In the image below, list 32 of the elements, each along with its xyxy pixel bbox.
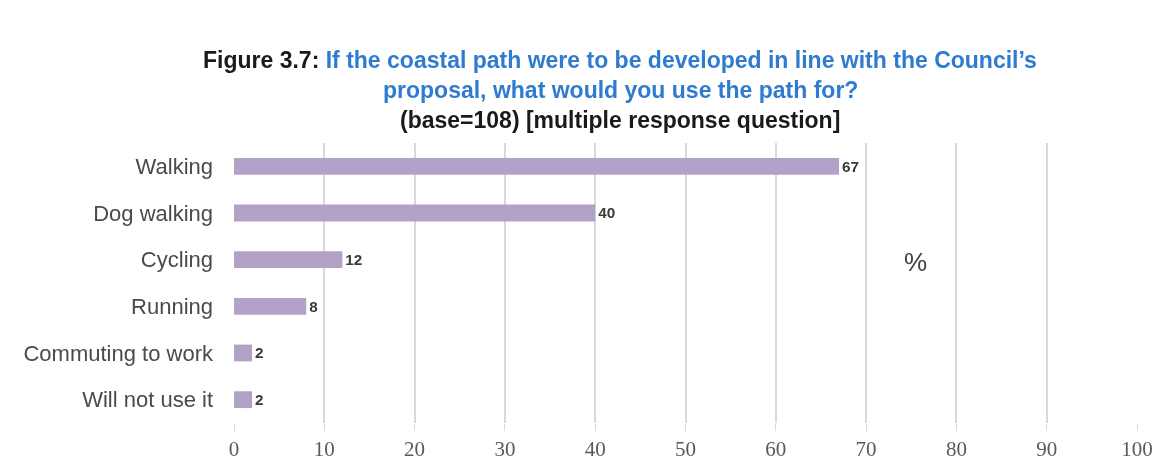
bar [234,344,253,362]
data-label: 2 [255,391,264,409]
bar [234,204,596,222]
x-tick-label: 40 [584,437,606,462]
x-tick-label: 100 [1121,437,1153,462]
data-label: 40 [598,204,616,222]
x-tick-label: 60 [765,437,787,462]
bar [234,297,307,315]
data-label: 67 [842,157,859,175]
y-tick-label: Cycling [140,247,213,273]
x-tick-label: 70 [855,437,877,462]
x-tick-label: 80 [945,437,967,462]
y-tick-label: Commuting to work [23,340,214,366]
data-label: 2 [255,344,264,362]
y-tick-label: Dog walking [93,200,213,226]
bar [234,391,253,409]
data-label: 12 [345,251,363,269]
y-tick-label: Walking [135,154,213,180]
annotation: % [904,247,928,277]
chart-subtitle: (base=108) [multiple response question] [400,107,841,133]
x-tick-label: 90 [1036,437,1058,462]
y-tick-label: Will not use it [82,387,213,413]
y-tick-label: Running [131,294,213,320]
chart-title: Figure 3.7: If the coastal path were to be developed in line with the Council’s proposal, what would you use the path for? [203,47,1037,103]
x-tick-label: 20 [404,437,426,462]
bar [234,251,343,269]
x-tick-label: 0 [228,437,240,462]
x-tick-label: 30 [494,437,516,462]
data-label: 8 [309,297,319,315]
bar [234,157,840,175]
x-tick-label: 50 [675,437,696,462]
x-tick-label: 10 [313,437,335,462]
